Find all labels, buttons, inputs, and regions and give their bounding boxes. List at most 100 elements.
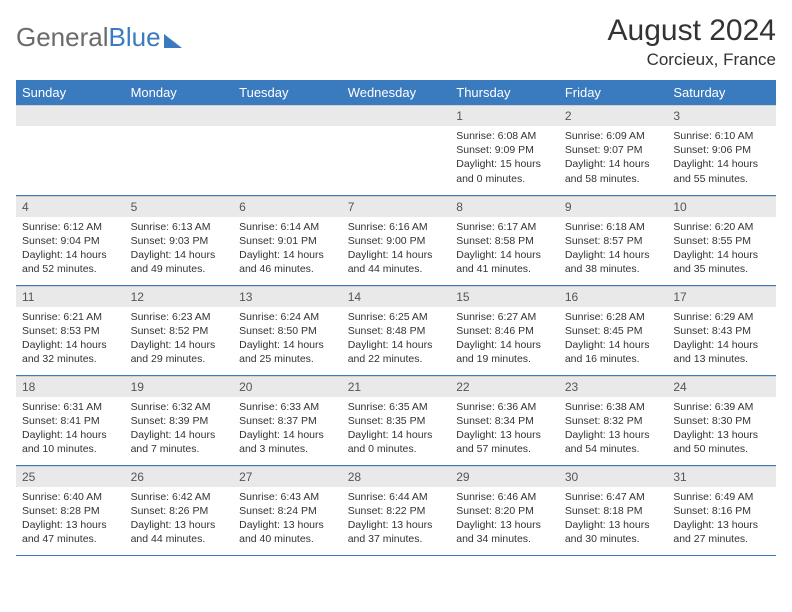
sunrise-text: Sunrise: 6:25 AM [348,310,445,324]
sunset-text: Sunset: 8:50 PM [239,324,336,338]
sunrise-text: Sunrise: 6:23 AM [131,310,228,324]
day-number: 30 [559,466,668,487]
sunrise-text: Sunrise: 6:46 AM [456,490,553,504]
sunset-text: Sunset: 8:24 PM [239,504,336,518]
daylight-text: Daylight: 13 hours and 37 minutes. [348,518,445,546]
sunset-text: Sunset: 8:32 PM [565,414,662,428]
calendar-cell: 24Sunrise: 6:39 AMSunset: 8:30 PMDayligh… [667,375,776,465]
sunset-text: Sunset: 8:57 PM [565,234,662,248]
day-body [342,126,451,134]
day-body: Sunrise: 6:21 AMSunset: 8:53 PMDaylight:… [16,307,125,372]
calendar-week-row: 1Sunrise: 6:08 AMSunset: 9:09 PMDaylight… [16,105,776,195]
day-number: 16 [559,286,668,307]
sunset-text: Sunset: 8:52 PM [131,324,228,338]
day-body [16,126,125,134]
sunrise-text: Sunrise: 6:35 AM [348,400,445,414]
calendar-week-row: 25Sunrise: 6:40 AMSunset: 8:28 PMDayligh… [16,465,776,555]
day-number: 9 [559,196,668,217]
day-body [125,126,234,134]
day-number: 19 [125,376,234,397]
calendar-cell: 21Sunrise: 6:35 AMSunset: 8:35 PMDayligh… [342,375,451,465]
calendar-cell: 31Sunrise: 6:49 AMSunset: 8:16 PMDayligh… [667,465,776,555]
day-body: Sunrise: 6:44 AMSunset: 8:22 PMDaylight:… [342,487,451,552]
sunset-text: Sunset: 9:06 PM [673,143,770,157]
daylight-text: Daylight: 14 hours and 10 minutes. [22,428,119,456]
calendar-cell: 13Sunrise: 6:24 AMSunset: 8:50 PMDayligh… [233,285,342,375]
header: GeneralBlue August 2024 Corcieux, France [16,14,776,70]
calendar-cell: 22Sunrise: 6:36 AMSunset: 8:34 PMDayligh… [450,375,559,465]
daylight-text: Daylight: 13 hours and 50 minutes. [673,428,770,456]
sunrise-text: Sunrise: 6:29 AM [673,310,770,324]
daylight-text: Daylight: 14 hours and 38 minutes. [565,248,662,276]
day-body: Sunrise: 6:43 AMSunset: 8:24 PMDaylight:… [233,487,342,552]
day-number: 2 [559,105,668,126]
daylight-text: Daylight: 14 hours and 58 minutes. [565,157,662,185]
day-body: Sunrise: 6:29 AMSunset: 8:43 PMDaylight:… [667,307,776,372]
calendar-cell [342,105,451,195]
calendar-cell: 25Sunrise: 6:40 AMSunset: 8:28 PMDayligh… [16,465,125,555]
day-body: Sunrise: 6:32 AMSunset: 8:39 PMDaylight:… [125,397,234,462]
sunset-text: Sunset: 8:30 PM [673,414,770,428]
daylight-text: Daylight: 15 hours and 0 minutes. [456,157,553,185]
calendar-week-row: 11Sunrise: 6:21 AMSunset: 8:53 PMDayligh… [16,285,776,375]
sunrise-text: Sunrise: 6:20 AM [673,220,770,234]
day-number: 11 [16,286,125,307]
day-body: Sunrise: 6:35 AMSunset: 8:35 PMDaylight:… [342,397,451,462]
calendar-body: 1Sunrise: 6:08 AMSunset: 9:09 PMDaylight… [16,105,776,555]
calendar-page: GeneralBlue August 2024 Corcieux, France… [0,0,792,566]
day-number: 10 [667,196,776,217]
logo-text-2: Blue [109,22,161,53]
day-number: 23 [559,376,668,397]
sunset-text: Sunset: 8:39 PM [131,414,228,428]
daylight-text: Daylight: 14 hours and 41 minutes. [456,248,553,276]
calendar-cell: 3Sunrise: 6:10 AMSunset: 9:06 PMDaylight… [667,105,776,195]
day-body: Sunrise: 6:10 AMSunset: 9:06 PMDaylight:… [667,126,776,191]
daylight-text: Daylight: 13 hours and 30 minutes. [565,518,662,546]
title-block: August 2024 Corcieux, France [608,14,776,70]
sunset-text: Sunset: 8:48 PM [348,324,445,338]
day-number: 5 [125,196,234,217]
day-body: Sunrise: 6:31 AMSunset: 8:41 PMDaylight:… [16,397,125,462]
day-body: Sunrise: 6:08 AMSunset: 9:09 PMDaylight:… [450,126,559,191]
day-body: Sunrise: 6:14 AMSunset: 9:01 PMDaylight:… [233,217,342,282]
calendar-cell: 23Sunrise: 6:38 AMSunset: 8:32 PMDayligh… [559,375,668,465]
daylight-text: Daylight: 14 hours and 29 minutes. [131,338,228,366]
sunset-text: Sunset: 9:03 PM [131,234,228,248]
calendar-table: SundayMondayTuesdayWednesdayThursdayFrid… [16,80,776,556]
sunrise-text: Sunrise: 6:33 AM [239,400,336,414]
day-number: 1 [450,105,559,126]
daylight-text: Daylight: 13 hours and 54 minutes. [565,428,662,456]
daylight-text: Daylight: 13 hours and 34 minutes. [456,518,553,546]
calendar-cell: 15Sunrise: 6:27 AMSunset: 8:46 PMDayligh… [450,285,559,375]
sunrise-text: Sunrise: 6:24 AM [239,310,336,324]
sunset-text: Sunset: 8:58 PM [456,234,553,248]
sunset-text: Sunset: 8:41 PM [22,414,119,428]
daylight-text: Daylight: 14 hours and 46 minutes. [239,248,336,276]
day-body: Sunrise: 6:25 AMSunset: 8:48 PMDaylight:… [342,307,451,372]
sunrise-text: Sunrise: 6:42 AM [131,490,228,504]
calendar-cell: 9Sunrise: 6:18 AMSunset: 8:57 PMDaylight… [559,195,668,285]
logo-triangle-icon [164,34,182,48]
sunrise-text: Sunrise: 6:28 AM [565,310,662,324]
sunset-text: Sunset: 8:18 PM [565,504,662,518]
day-number: 22 [450,376,559,397]
logo: GeneralBlue [16,14,182,53]
day-body: Sunrise: 6:16 AMSunset: 9:00 PMDaylight:… [342,217,451,282]
sunrise-text: Sunrise: 6:43 AM [239,490,336,504]
day-number: 24 [667,376,776,397]
sunset-text: Sunset: 9:07 PM [565,143,662,157]
day-body: Sunrise: 6:49 AMSunset: 8:16 PMDaylight:… [667,487,776,552]
sunrise-text: Sunrise: 6:10 AM [673,129,770,143]
day-header: Wednesday [342,80,451,105]
sunrise-text: Sunrise: 6:32 AM [131,400,228,414]
day-number: 14 [342,286,451,307]
page-subtitle: Corcieux, France [608,50,776,70]
daylight-text: Daylight: 14 hours and 7 minutes. [131,428,228,456]
sunset-text: Sunset: 8:55 PM [673,234,770,248]
calendar-cell [125,105,234,195]
day-body: Sunrise: 6:13 AMSunset: 9:03 PMDaylight:… [125,217,234,282]
calendar-cell: 20Sunrise: 6:33 AMSunset: 8:37 PMDayligh… [233,375,342,465]
calendar-cell: 6Sunrise: 6:14 AMSunset: 9:01 PMDaylight… [233,195,342,285]
daylight-text: Daylight: 13 hours and 47 minutes. [22,518,119,546]
day-body: Sunrise: 6:40 AMSunset: 8:28 PMDaylight:… [16,487,125,552]
